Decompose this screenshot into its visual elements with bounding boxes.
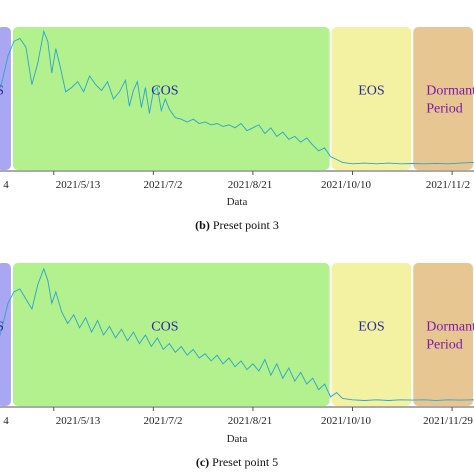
x-tick-label: 2021/10/10 [321,179,372,191]
region-label-os: OS [0,320,4,335]
region-label-period: Period [426,338,463,353]
region-label-period: Period [426,102,463,117]
panel-preset-point-3: OS COS EOS Dormant Period 4 2021/5/13 2021/7/2 2… [0,27,474,232]
caption-text: Preset point 5 [209,455,278,469]
x-tick-label: 2021/10/10 [321,415,372,427]
figure-caption: (c) Preset point 5 [196,455,278,469]
region-label-eos: EOS [358,320,384,335]
phase-region-os [0,263,11,406]
x-tick-label: 2021/7/2 [143,415,182,427]
phase-region-dormant [413,27,473,170]
x-tick-label: 4 [3,179,9,191]
x-tick-label: 2021/11/2 [426,179,470,191]
caption-text: Preset point 3 [210,218,279,232]
series-line [0,267,474,401]
x-tick-label: 2021/11/29 [423,415,473,427]
region-label-dormant: Dormant [426,320,474,335]
series-line [0,29,474,165]
x-axis-label: Data [227,433,248,445]
x-tick-label: 2021/5/13 [56,415,101,427]
phase-region-cos [12,27,330,170]
figure-caption: (b) Preset point 3 [195,218,279,232]
region-label-eos: EOS [358,84,384,99]
x-tick-label: 2021/7/2 [143,179,182,191]
x-tick-label: 2021/8/21 [228,415,273,427]
panel-preset-point-5: OS COS EOS Dormant Period 4 2021/5/13 2021/7/2 2… [0,263,474,469]
phase-region-eos [331,263,412,406]
x-tick-label: 2021/8/21 [228,179,273,191]
phase-region-cos [12,263,330,406]
caption-letter: (c) [196,455,209,469]
phase-region-os [0,27,11,170]
phase-region-eos [331,27,412,170]
x-tick-label: 4 [3,415,9,427]
region-label-cos: COS [151,320,178,335]
region-label-os: OS [0,84,4,99]
x-axis-label: Data [227,196,248,208]
phase-region-dormant [413,263,473,406]
region-label-dormant: Dormant [426,84,474,99]
caption-letter: (b) [195,218,210,232]
region-label-cos: COS [151,84,178,99]
x-tick-label: 2021/5/13 [56,179,101,191]
